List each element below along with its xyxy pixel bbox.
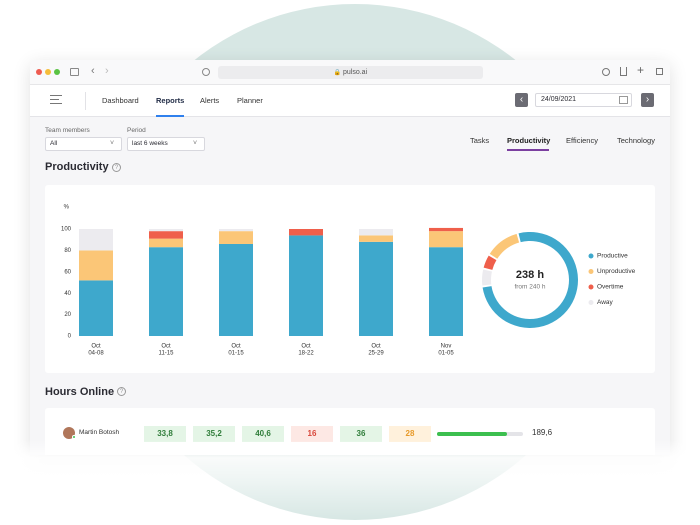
- nav-item[interactable]: Reports: [156, 96, 185, 105]
- close-dot[interactable]: [36, 69, 42, 75]
- status-dot: [72, 435, 76, 439]
- tabs-icon[interactable]: [656, 68, 663, 75]
- nav-item[interactable]: Planner: [237, 96, 263, 105]
- section-title: Productivity: [45, 161, 109, 173]
- filter-select[interactable]: last 6 weeks: [127, 137, 205, 151]
- hours-total: 189,6: [532, 428, 553, 437]
- hours-cell: 16: [291, 426, 333, 442]
- select-caret: ˅: [110, 140, 115, 147]
- help-icon[interactable]: ?: [117, 387, 126, 396]
- menu-icon[interactable]: [50, 95, 62, 104]
- help-icon[interactable]: ?: [112, 163, 121, 172]
- browser-window: ‹ › 🔒 pulso.ai + ‹ 24/09/2021 › Producti…: [30, 60, 670, 455]
- shield-icon: [202, 68, 210, 76]
- hours-cell: 35,2: [193, 426, 235, 442]
- app-header: ‹ 24/09/2021 ›: [30, 85, 670, 117]
- tab[interactable]: Efficiency: [566, 136, 598, 145]
- url-bar[interactable]: 🔒 pulso.ai: [218, 66, 483, 79]
- filter-label: Period: [127, 127, 146, 134]
- date-next[interactable]: ›: [641, 93, 654, 107]
- sidebar-icon[interactable]: [70, 68, 79, 76]
- hours-cell: 36: [340, 426, 382, 442]
- chart-card: [45, 185, 655, 373]
- back-icon[interactable]: ‹: [91, 65, 95, 77]
- url-text: pulso.ai: [343, 69, 368, 76]
- progress-fill: [437, 432, 507, 436]
- hours-cell: 33,8: [144, 426, 186, 442]
- lock-icon: 🔒: [333, 70, 343, 76]
- tab[interactable]: Productivity: [507, 136, 551, 145]
- date-input[interactable]: 24/09/2021: [535, 93, 632, 107]
- tab[interactable]: Technology: [617, 136, 655, 145]
- tab[interactable]: Tasks: [470, 136, 490, 145]
- forward-icon[interactable]: ›: [105, 65, 109, 77]
- filter-label: Team members: [45, 127, 90, 134]
- share-icon[interactable]: [620, 67, 627, 76]
- hours-cell: 40,6: [242, 426, 284, 442]
- date-prev[interactable]: ‹: [515, 93, 528, 107]
- section-title: Hours Online: [45, 386, 115, 398]
- calendar-icon: [619, 96, 628, 104]
- select-caret: ˅: [193, 140, 198, 147]
- download-icon[interactable]: [602, 68, 610, 76]
- divider: [85, 92, 86, 110]
- tab-underline: [507, 149, 549, 151]
- hours-cell: 28: [389, 426, 431, 442]
- browser-toolbar: ‹ › 🔒 pulso.ai +: [30, 60, 670, 85]
- minimize-dot[interactable]: [45, 69, 51, 75]
- nav-item[interactable]: Dashboard: [102, 96, 139, 105]
- nav-item[interactable]: Alerts: [200, 96, 220, 105]
- bottom-fade: [0, 440, 700, 525]
- filter-select[interactable]: All: [45, 137, 122, 151]
- zoom-dot[interactable]: [54, 69, 60, 75]
- new-tab-icon[interactable]: +: [637, 63, 645, 77]
- member-name: Martin Botosh: [79, 429, 120, 436]
- nav-underline: [156, 115, 184, 117]
- date-text: 24/09/2021: [541, 96, 577, 103]
